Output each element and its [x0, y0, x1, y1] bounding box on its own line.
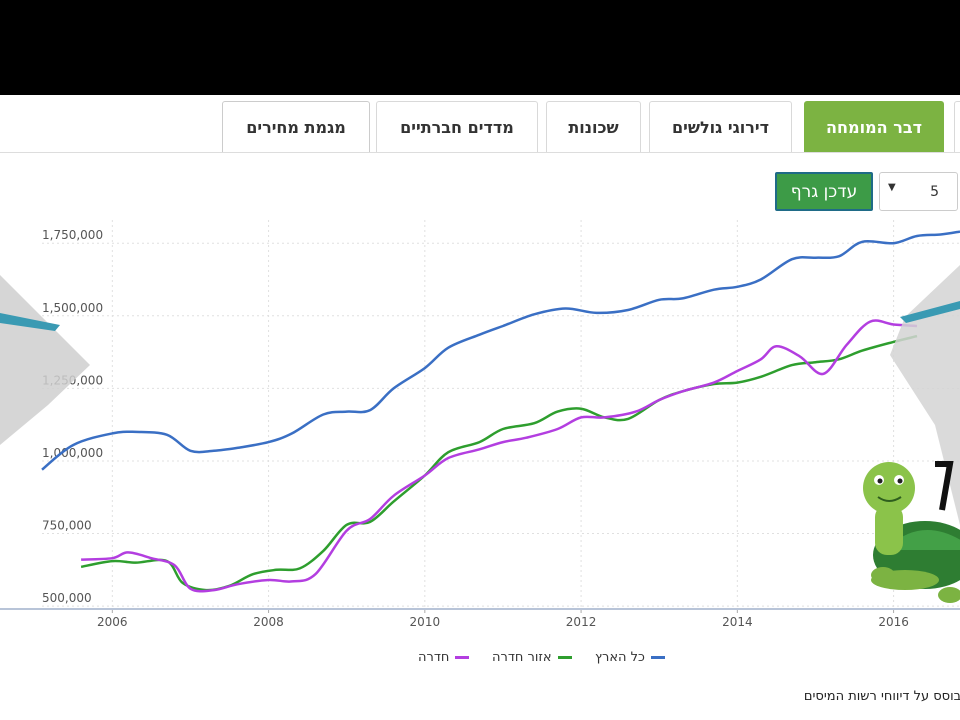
tab-expert-says[interactable]: דבר המומחה [804, 101, 944, 152]
legend-swatch-city [455, 655, 470, 659]
chart-axes: 2006 2008 2010 2012 2014 2016 500,000 750,000 1,… [0, 228, 960, 629]
tab-partial[interactable] [954, 101, 960, 152]
x-tick-label: 2010 [410, 615, 441, 629]
years-select[interactable]: 5 ▼ [879, 172, 958, 211]
series-line-1[interactable] [80, 334, 918, 592]
chart-grid [42, 220, 960, 609]
tab-label: דירוגי גולשים [672, 117, 769, 137]
legend-label-national: כל הארץ [595, 649, 645, 665]
x-tick-label: 2008 [253, 615, 284, 629]
update-chart-button[interactable]: עדכן גרף [775, 172, 873, 211]
y-tick-label: 750,000 [42, 519, 92, 533]
x-tick-label: 2012 [566, 615, 597, 629]
turtle-mascot-icon [863, 461, 960, 603]
legend-swatch-region [557, 655, 572, 659]
y-tick-label: 500,000 [42, 591, 92, 605]
y-tick-label: 1,000,000 [42, 446, 103, 460]
y-tick-label: 1,500,000 [42, 301, 103, 315]
decorative-overlay [0, 265, 960, 603]
series-line-2[interactable] [81, 319, 918, 593]
x-tick-label: 2016 [878, 615, 909, 629]
tab-label: דבר המומחה [826, 117, 922, 137]
decor-right-shape [890, 265, 960, 525]
tab-label: שכונות [568, 117, 619, 137]
y-tick-label: 1,750,000 [42, 228, 103, 242]
years-select-value: 5 [930, 184, 939, 200]
tab-price-trend[interactable]: מגמת מחירים [222, 101, 370, 153]
tab-label: מגמת מחירים [246, 118, 346, 137]
source-note: מבוסס על דיווחי רשות המיסים [803, 689, 960, 704]
series-line-0[interactable] [41, 230, 960, 471]
decor-right-stripe [900, 301, 960, 323]
dropdown-arrow-icon: ▼ [888, 182, 896, 193]
decor-left-stripe [0, 313, 60, 331]
tab-label: מדדים חברתיים [400, 117, 514, 137]
legend-swatch-national [650, 655, 665, 659]
app-frame: דבר המומחה דירוגי גולשים שכונות מדדים חב… [0, 95, 960, 720]
chart-series [41, 230, 960, 593]
tab-neighborhoods[interactable]: שכונות [546, 101, 641, 152]
tab-divider [0, 152, 960, 153]
legend-label-city: חדרה [418, 649, 450, 665]
x-tick-label: 2006 [97, 615, 128, 629]
legend-item-national[interactable]: כל הארץ [595, 649, 665, 665]
tab-user-ratings[interactable]: דירוגי גולשים [649, 101, 792, 152]
legend-label-region: אזור חדרה [492, 649, 552, 665]
legend-item-region[interactable]: אזור חדרה [492, 649, 572, 665]
x-tick-label: 2014 [722, 615, 753, 629]
tab-social-indices[interactable]: מדדים חברתיים [376, 101, 538, 152]
price-trend-chart: 2006 2008 2010 2012 2014 2016 500,000 750,000 1,… [0, 220, 960, 629]
legend-item-city[interactable]: חדרה [418, 649, 470, 665]
